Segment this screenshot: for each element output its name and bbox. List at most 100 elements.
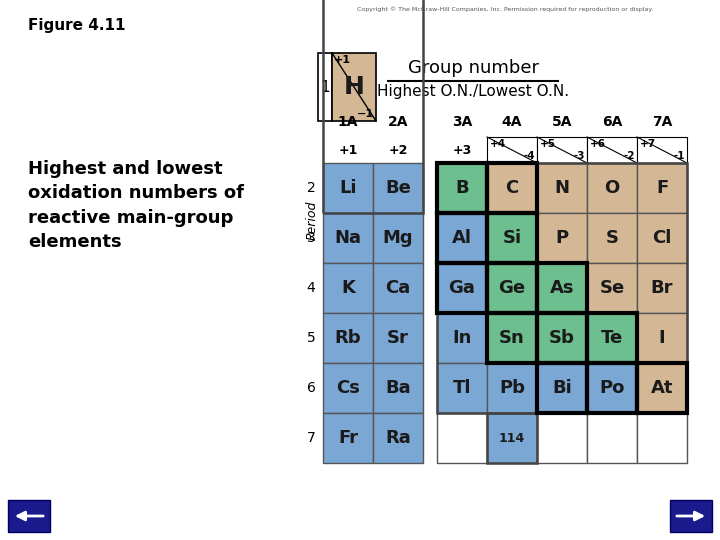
FancyBboxPatch shape	[8, 500, 50, 532]
FancyBboxPatch shape	[587, 363, 637, 413]
Text: Pb: Pb	[499, 379, 525, 397]
FancyBboxPatch shape	[323, 163, 373, 213]
Text: 2: 2	[307, 181, 315, 195]
Text: 4A: 4A	[502, 115, 522, 129]
Text: Po: Po	[599, 379, 625, 397]
FancyBboxPatch shape	[487, 213, 537, 263]
FancyBboxPatch shape	[637, 263, 687, 313]
Text: K: K	[341, 279, 355, 297]
FancyBboxPatch shape	[537, 263, 587, 313]
FancyBboxPatch shape	[373, 163, 423, 213]
Text: +1: +1	[334, 55, 351, 65]
Text: 6A: 6A	[602, 115, 622, 129]
FancyBboxPatch shape	[487, 163, 537, 213]
Text: Si: Si	[503, 229, 521, 247]
Text: P: P	[555, 229, 569, 247]
Text: In: In	[452, 329, 472, 347]
FancyBboxPatch shape	[637, 213, 687, 263]
FancyBboxPatch shape	[373, 363, 423, 413]
Text: +4: +4	[490, 139, 506, 149]
FancyBboxPatch shape	[323, 313, 373, 363]
FancyBboxPatch shape	[487, 413, 537, 463]
FancyBboxPatch shape	[323, 263, 373, 313]
Text: Rb: Rb	[335, 329, 361, 347]
Text: Sn: Sn	[499, 329, 525, 347]
FancyBboxPatch shape	[487, 313, 537, 363]
Text: N: N	[554, 179, 570, 197]
Text: −1: −1	[357, 109, 374, 119]
Text: Sr: Sr	[387, 329, 409, 347]
FancyBboxPatch shape	[587, 313, 637, 363]
FancyBboxPatch shape	[537, 313, 587, 363]
FancyBboxPatch shape	[373, 313, 423, 363]
FancyBboxPatch shape	[323, 413, 373, 463]
Text: +1: +1	[338, 144, 358, 157]
Text: 4: 4	[307, 281, 315, 295]
Text: C: C	[505, 179, 518, 197]
Text: Na: Na	[335, 229, 361, 247]
FancyBboxPatch shape	[373, 213, 423, 263]
Text: Ge: Ge	[498, 279, 526, 297]
FancyBboxPatch shape	[323, 213, 373, 263]
Text: Fr: Fr	[338, 429, 358, 447]
FancyBboxPatch shape	[437, 313, 487, 363]
Text: Ca: Ca	[385, 279, 410, 297]
Text: Copyright © The McGraw-Hill Companies, Inc. Permission required for reproduction: Copyright © The McGraw-Hill Companies, I…	[357, 6, 653, 12]
Text: -4: -4	[523, 151, 535, 161]
Text: Bi: Bi	[552, 379, 572, 397]
FancyBboxPatch shape	[437, 163, 487, 213]
FancyBboxPatch shape	[373, 263, 423, 313]
Text: Tl: Tl	[453, 379, 472, 397]
Text: F: F	[656, 179, 668, 197]
Text: +7: +7	[640, 139, 656, 149]
FancyBboxPatch shape	[318, 53, 332, 121]
FancyBboxPatch shape	[537, 363, 587, 413]
Text: 6: 6	[307, 381, 315, 395]
Text: Br: Br	[651, 279, 673, 297]
Text: I: I	[659, 329, 665, 347]
FancyBboxPatch shape	[587, 213, 637, 263]
Text: Ra: Ra	[385, 429, 411, 447]
FancyBboxPatch shape	[537, 213, 587, 263]
Text: As: As	[550, 279, 575, 297]
FancyBboxPatch shape	[587, 263, 637, 313]
Text: Te: Te	[601, 329, 623, 347]
FancyBboxPatch shape	[637, 363, 687, 413]
FancyBboxPatch shape	[537, 163, 587, 213]
Text: 1: 1	[320, 79, 330, 94]
Text: Figure 4.11: Figure 4.11	[28, 18, 125, 33]
Text: +6: +6	[590, 139, 606, 149]
Text: Se: Se	[599, 279, 625, 297]
FancyBboxPatch shape	[487, 263, 537, 313]
FancyBboxPatch shape	[637, 413, 687, 463]
Text: B: B	[455, 179, 469, 197]
Text: At: At	[651, 379, 673, 397]
FancyBboxPatch shape	[637, 163, 687, 213]
FancyBboxPatch shape	[373, 413, 423, 463]
Text: O: O	[604, 179, 620, 197]
Text: Highest and lowest
oxidation numbers of
reactive main-group
elements: Highest and lowest oxidation numbers of …	[28, 160, 244, 251]
Text: Cs: Cs	[336, 379, 360, 397]
Text: -2: -2	[624, 151, 635, 161]
Text: Li: Li	[339, 179, 356, 197]
FancyBboxPatch shape	[332, 53, 376, 121]
Text: Sb: Sb	[549, 329, 575, 347]
FancyBboxPatch shape	[437, 263, 487, 313]
Text: Al: Al	[452, 229, 472, 247]
FancyBboxPatch shape	[437, 363, 487, 413]
Text: Cl: Cl	[652, 229, 672, 247]
Text: 2A: 2A	[388, 115, 408, 129]
FancyBboxPatch shape	[637, 313, 687, 363]
Text: 7A: 7A	[652, 115, 672, 129]
FancyBboxPatch shape	[323, 363, 373, 413]
FancyBboxPatch shape	[587, 137, 637, 163]
Text: Highest O.N./Lowest O.N.: Highest O.N./Lowest O.N.	[377, 84, 569, 99]
FancyBboxPatch shape	[437, 213, 487, 263]
Text: Mg: Mg	[383, 229, 413, 247]
FancyBboxPatch shape	[670, 500, 712, 532]
FancyBboxPatch shape	[537, 413, 587, 463]
Text: 114: 114	[499, 431, 525, 444]
Text: +3: +3	[452, 144, 472, 157]
Text: 1A: 1A	[338, 115, 359, 129]
Text: -1: -1	[673, 151, 685, 161]
